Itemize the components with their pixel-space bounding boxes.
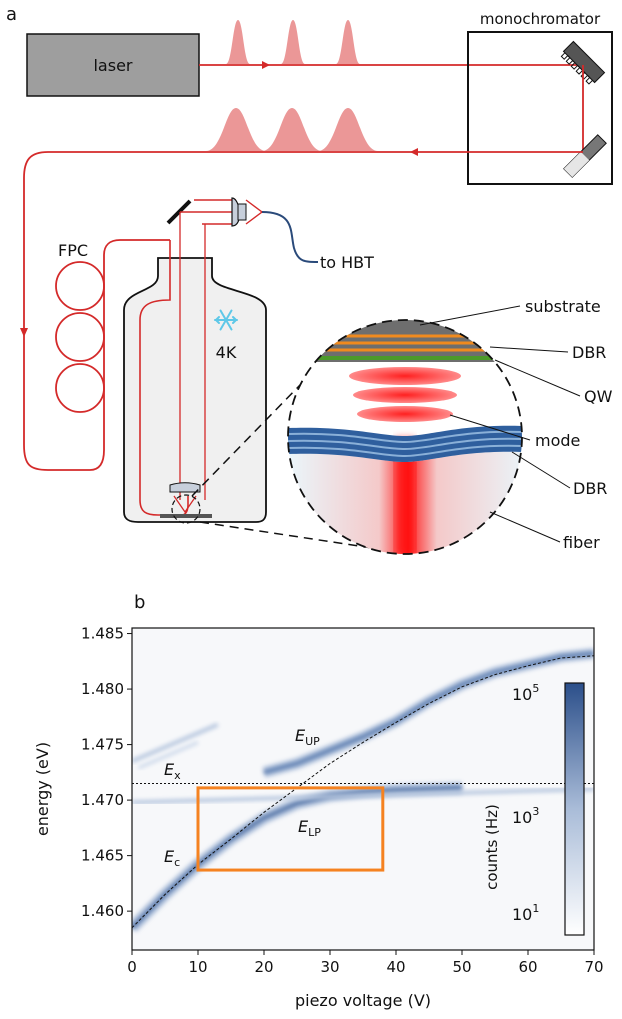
y-tick-label: 1.465 xyxy=(81,847,124,865)
grating-icon xyxy=(560,40,606,85)
snowflake-icon xyxy=(214,309,238,331)
y-tick-label: 1.485 xyxy=(81,625,124,643)
fpc-loop-2 xyxy=(55,312,105,362)
colorbar-tick-3: 101 xyxy=(512,902,539,924)
cavity-mirror-top xyxy=(169,482,201,493)
y-tick-label: 1.475 xyxy=(81,736,124,754)
zoom-circle xyxy=(288,320,522,554)
fiber-to-hbt xyxy=(261,211,319,263)
zoom-line-top xyxy=(191,384,301,497)
pulse-top-2 xyxy=(281,20,305,64)
pulse-bottom-2 xyxy=(262,108,322,151)
fiber-inside-cryostat xyxy=(139,240,189,516)
mode-lobe-3 xyxy=(357,406,453,422)
colorbar-tick-1: 105 xyxy=(512,682,539,704)
plot-frame xyxy=(131,627,595,951)
temperature-label: 4K xyxy=(216,343,237,362)
fpc-label: FPC xyxy=(58,241,88,260)
y-tick-label: 1.470 xyxy=(81,791,124,809)
laser-box xyxy=(26,33,200,97)
zoom-small-circle xyxy=(171,494,201,524)
pulse-top-3 xyxy=(336,20,360,64)
dbr-top xyxy=(288,332,522,362)
cavity-cone xyxy=(173,495,197,514)
highlight-box xyxy=(196,786,385,872)
fiber-arrow-down xyxy=(20,328,28,337)
pulse-bottom-1 xyxy=(206,108,266,151)
fpc-loop-3 xyxy=(55,363,105,413)
substrate xyxy=(288,320,522,332)
pointer-dbr-bottom xyxy=(511,451,571,489)
dbr-top-label: DBR xyxy=(572,343,606,362)
x-axis-label: piezo voltage (V) xyxy=(295,991,431,1010)
fpc-loop-1 xyxy=(55,261,105,311)
beam-arrow-left xyxy=(410,148,418,156)
pulse-top-1 xyxy=(226,20,250,64)
plot-area: 0 10 20 30 40 50 60 70 1.460 1.465 1.470 1.475 1.48… xyxy=(81,625,604,976)
y-tick-label: 1.460 xyxy=(81,902,124,920)
pointer-fiber xyxy=(489,511,561,543)
label-lower-polariton: ELP xyxy=(298,817,321,839)
pointer-dbr-top xyxy=(489,346,569,353)
x-tick-label: 30 xyxy=(320,958,339,976)
faint-mode-2 xyxy=(138,740,199,770)
label-exciton: Ex xyxy=(164,760,181,782)
monochromator-box xyxy=(467,31,613,185)
label-upper-polariton: EUP xyxy=(295,726,320,748)
mode-lobe-2 xyxy=(353,387,457,403)
mirror-top xyxy=(166,199,192,225)
mode-lobe-1 xyxy=(349,367,461,385)
x-tick-label: 0 xyxy=(127,958,137,976)
cavity-mode-line xyxy=(132,655,594,929)
x-tick-label: 40 xyxy=(386,958,405,976)
faint-mode-1 xyxy=(132,722,219,764)
y-tick-label: 1.480 xyxy=(81,680,124,698)
pulse-bottom-3 xyxy=(318,108,378,151)
laser-label: laser xyxy=(93,56,132,75)
x-tick-label: 20 xyxy=(254,958,273,976)
monochromator-label: monochromator xyxy=(480,10,601,28)
qw-label: QW xyxy=(584,387,613,406)
dbr-bottom-label: DBR xyxy=(573,479,607,498)
colorbar xyxy=(564,682,585,936)
colorbar-tick-2: 103 xyxy=(512,805,539,827)
x-tick-label: 60 xyxy=(518,958,537,976)
hbt-label: to HBT xyxy=(320,253,374,272)
x-tick-label: 10 xyxy=(188,958,207,976)
beam-arrow-right xyxy=(262,61,270,69)
substrate-label: substrate xyxy=(525,297,601,316)
mirror-icon xyxy=(563,134,607,178)
fiber-label: fiber xyxy=(563,533,600,552)
panel-a-label: a xyxy=(6,4,17,25)
pointer-substrate xyxy=(419,305,521,326)
exciton-emission xyxy=(132,787,594,805)
cryostat-body xyxy=(123,257,267,523)
panel-b-label: b xyxy=(134,592,145,613)
label-cavity: Ec xyxy=(164,847,180,869)
focus-cone xyxy=(245,199,264,225)
pointer-qw xyxy=(494,359,581,397)
fiber-to-fpc xyxy=(23,151,170,471)
colorbar-label: counts (Hz) xyxy=(483,804,501,890)
pointer-mode xyxy=(449,414,531,441)
collimator-holder xyxy=(237,203,247,221)
y-axis-label: energy (eV) xyxy=(33,742,52,836)
upper-polariton-core xyxy=(263,652,594,774)
mode-label: mode xyxy=(535,431,580,450)
x-tick-label: 50 xyxy=(452,958,471,976)
x-tick-label: 70 xyxy=(584,958,603,976)
